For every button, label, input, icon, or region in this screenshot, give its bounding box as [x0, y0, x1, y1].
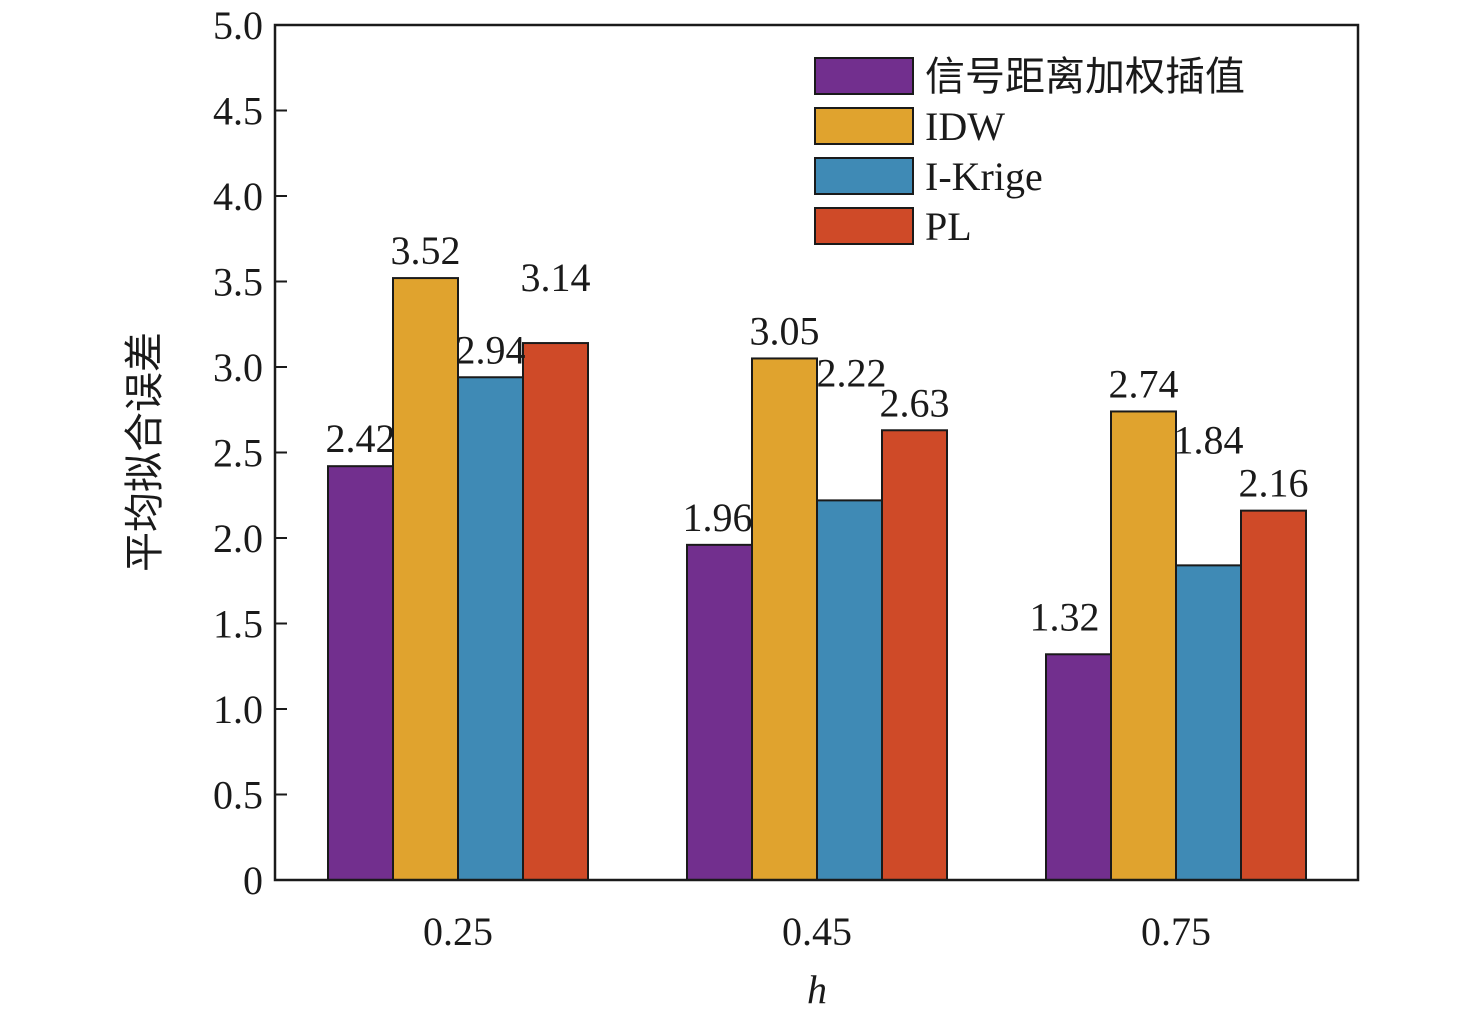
legend-label: 信号距离加权插值: [925, 54, 1245, 99]
legend-swatch: [814, 157, 914, 195]
x-axis: 0.25 0.45 0.75: [423, 868, 1211, 954]
x-axis-title: h: [807, 967, 827, 1012]
y-tick-label: 3.5: [213, 260, 263, 305]
legend-swatch: [814, 107, 914, 145]
data-label: 1.84: [1174, 417, 1244, 462]
y-tick-label: 5.0: [213, 3, 263, 48]
data-label: 2.74: [1109, 361, 1179, 406]
y-tick-label: 4.0: [213, 174, 263, 219]
y-tick-label: 1.5: [213, 602, 263, 647]
bars-layer: [327, 277, 1307, 882]
legend-label: IDW: [925, 104, 1005, 149]
bar: [751, 357, 818, 881]
y-axis: 0 0.5 1.0 1.5 2.0 2.5 3.0 3.5 4.0 4.5 5.0: [213, 3, 287, 903]
y-axis-title: 平均拟合误差: [122, 332, 167, 572]
bar: [686, 543, 753, 882]
data-label: 3.14: [521, 255, 591, 300]
data-label: 2.94: [456, 327, 526, 372]
y-tick-label: 3.0: [213, 345, 263, 390]
data-label: 1.96: [683, 495, 753, 540]
x-tick-label: 0.25: [423, 909, 493, 954]
y-tick-label: 1.0: [213, 687, 263, 732]
y-tick-label: 0: [243, 858, 263, 903]
data-labels-layer: 2.42 1.96 1.32 3.52 3.05 2.74 2.94 2.22 1.84 3.14…: [326, 228, 1309, 639]
y-tick-label: 2.5: [213, 431, 263, 476]
bar: [327, 465, 394, 881]
data-label: 3.05: [750, 308, 820, 353]
legend-swatch: [814, 57, 914, 95]
legend: 信号距离加权插值 IDW I-Krige PL: [814, 54, 1245, 249]
data-label: 2.63: [880, 380, 950, 425]
legend-label: I-Krige: [925, 154, 1043, 199]
bar: [1110, 410, 1177, 881]
legend-swatch: [814, 207, 914, 245]
x-tick-label: 0.45: [782, 909, 852, 954]
x-tick-label: 0.75: [1141, 909, 1211, 954]
bar: [816, 499, 883, 881]
bar: [392, 277, 459, 881]
data-label: 2.16: [1239, 461, 1309, 506]
data-label: 2.22: [817, 350, 887, 395]
data-label: 2.42: [326, 416, 396, 461]
y-tick-label: 4.5: [213, 89, 263, 134]
legend-label: PL: [925, 204, 972, 249]
y-tick-label: 0.5: [213, 773, 263, 818]
bar: [457, 376, 524, 881]
data-label: 1.32: [1030, 594, 1100, 639]
bar: [881, 429, 948, 881]
data-label: 3.52: [391, 228, 461, 273]
bar: [1175, 564, 1242, 881]
bar: [1045, 653, 1112, 882]
bar: [522, 342, 589, 881]
y-tick-label: 2.0: [213, 516, 263, 561]
bar: [1240, 509, 1307, 881]
